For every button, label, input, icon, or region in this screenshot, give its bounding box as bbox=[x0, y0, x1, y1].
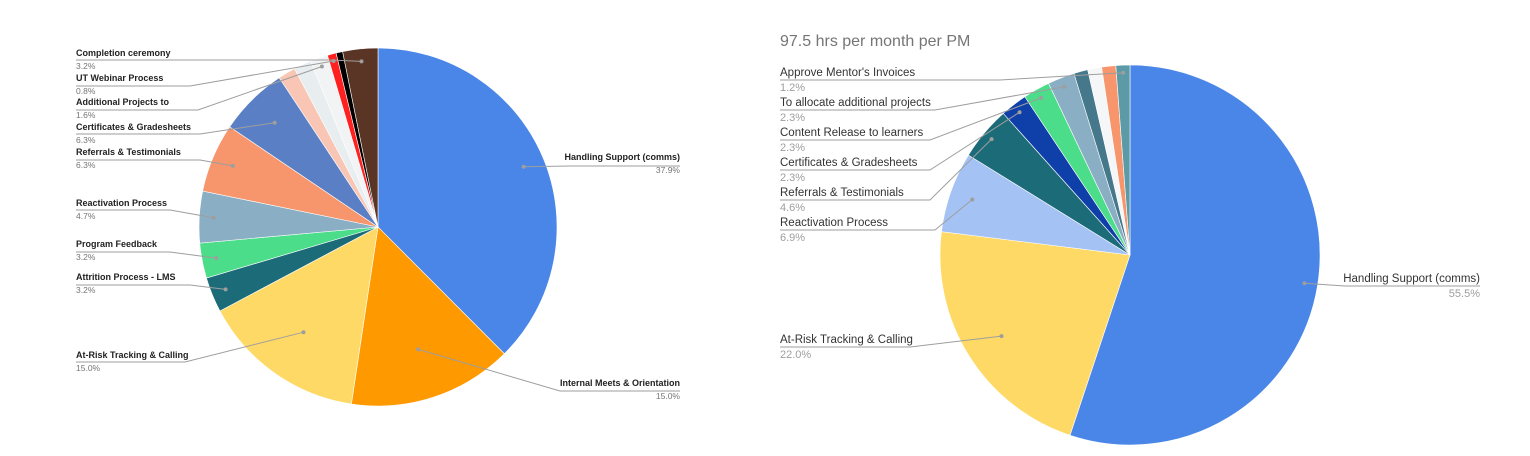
pie-slice-approve-mentor-s-invoices bbox=[1115, 64, 1131, 256]
slice-label: Completion ceremony bbox=[76, 48, 171, 58]
slice-percentage: 3.2% bbox=[76, 285, 96, 295]
leader-line bbox=[780, 86, 1065, 111]
pie-slice-handling-support-comms bbox=[377, 47, 558, 355]
leader-dot bbox=[230, 163, 235, 168]
pie-chart-2: Handling Support (comms) 55.5% At-Risk Tra… bbox=[780, 64, 1480, 446]
leader-line bbox=[76, 159, 233, 167]
leader-line bbox=[780, 111, 1020, 171]
slice-percentage: 2.3% bbox=[780, 172, 805, 184]
slice-label: Reactivation Process bbox=[780, 217, 888, 229]
slice-percentage: 6.3% bbox=[76, 160, 96, 170]
slice-label: Attrition Process - LMS bbox=[76, 272, 176, 282]
slice-label: UT Webinar Process bbox=[76, 73, 163, 83]
leader-line bbox=[780, 138, 992, 201]
leader-dot bbox=[1039, 95, 1044, 100]
slice-label: To allocate additional projects bbox=[780, 97, 931, 109]
leader-line bbox=[780, 72, 1124, 81]
leader-line bbox=[780, 97, 1042, 141]
pie-chart-1: Handling Support (comms) 37.9% Internal Me… bbox=[76, 47, 681, 407]
chart-2-title: 97.5 hrs per month per PM bbox=[780, 33, 970, 50]
leader-line bbox=[76, 209, 214, 219]
leader-dot bbox=[359, 59, 364, 64]
pie-slice-internal-meets-orientation bbox=[351, 226, 505, 407]
slice-label: At-Risk Tracking & Calling bbox=[780, 334, 913, 346]
slice-percentage: 3.2% bbox=[76, 61, 96, 71]
leader-dot bbox=[211, 215, 216, 220]
leader-dot bbox=[214, 256, 219, 261]
leader-dot bbox=[272, 120, 277, 125]
slice-percentage: 6.3% bbox=[76, 135, 96, 145]
slice-percentage: 15.0% bbox=[656, 391, 681, 401]
leader-dot bbox=[1062, 84, 1067, 89]
pie-slice-handling-support-comms bbox=[1069, 64, 1321, 446]
slice-label: Handling Support (comms) bbox=[1343, 273, 1480, 285]
leader-line bbox=[76, 59, 362, 62]
slice-percentage: 3.2% bbox=[76, 252, 96, 262]
slice-percentage: 6.9% bbox=[780, 232, 805, 244]
leader-line bbox=[418, 348, 680, 392]
slice-percentage: 2.3% bbox=[780, 142, 805, 154]
leader-dot bbox=[223, 287, 228, 292]
leader-line bbox=[76, 284, 226, 290]
leader-dot bbox=[521, 164, 526, 169]
slice-label: Internal Meets & Orientation bbox=[560, 378, 680, 388]
leader-dot bbox=[1121, 70, 1126, 75]
leader-line bbox=[76, 251, 217, 259]
pie-slice-at-risk-tracking-calling bbox=[939, 231, 1131, 436]
leader-line bbox=[76, 60, 334, 87]
leader-dot bbox=[1302, 281, 1307, 286]
slice-label: Program Feedback bbox=[76, 239, 158, 249]
leader-line bbox=[1304, 282, 1480, 287]
leader-dot bbox=[989, 137, 994, 142]
slice-percentage: 1.2% bbox=[780, 82, 805, 94]
leader-line bbox=[523, 165, 680, 168]
leader-line bbox=[780, 199, 973, 231]
leader-dot bbox=[416, 347, 421, 352]
leader-dot bbox=[1017, 110, 1022, 115]
slice-label: At-Risk Tracking & Calling bbox=[76, 350, 189, 360]
leader-line bbox=[76, 122, 275, 135]
slice-percentage: 55.5% bbox=[1449, 288, 1480, 300]
leader-line bbox=[76, 331, 304, 363]
leader-dot bbox=[970, 197, 975, 202]
slice-label: Content Release to learners bbox=[780, 127, 923, 139]
slice-label: Certificates & Gradesheets bbox=[780, 157, 918, 169]
leader-line bbox=[76, 66, 323, 111]
slice-label: Reactivation Process bbox=[76, 198, 167, 208]
slice-label: Referrals & Testimonials bbox=[780, 187, 904, 199]
slice-percentage: 1.6% bbox=[76, 110, 96, 120]
leader-dot bbox=[999, 334, 1004, 339]
slice-label: Referrals & Testimonials bbox=[76, 147, 181, 157]
slice-label: Certificates & Gradesheets bbox=[76, 122, 191, 132]
pie-slice-at-risk-tracking-calling bbox=[219, 226, 379, 405]
slice-label: Approve Mentor's Invoices bbox=[780, 67, 915, 79]
slice-percentage: 22.0% bbox=[780, 349, 811, 361]
leader-line bbox=[780, 335, 1002, 348]
leader-dot bbox=[319, 64, 324, 69]
slice-percentage: 0.8% bbox=[76, 86, 96, 96]
slice-label: Handling Support (comms) bbox=[565, 152, 681, 162]
slice-percentage: 37.9% bbox=[656, 165, 681, 175]
slice-label: Additional Projects to bbox=[76, 97, 170, 107]
slice-percentage: 4.7% bbox=[76, 211, 96, 221]
leader-dot bbox=[301, 330, 306, 335]
slice-percentage: 4.6% bbox=[780, 202, 805, 214]
slice-percentage: 15.0% bbox=[76, 363, 101, 373]
slice-percentage: 2.3% bbox=[780, 112, 805, 124]
pie-slice-completion-ceremony bbox=[342, 47, 379, 228]
